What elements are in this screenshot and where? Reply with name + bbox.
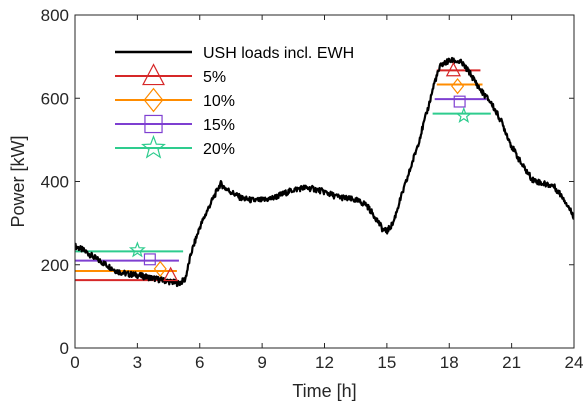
x-tick-label: 12 [315, 353, 334, 372]
y-tick-label: 400 [41, 173, 69, 192]
y-tick-label: 200 [41, 256, 69, 275]
series-point-20pct [455, 106, 473, 123]
y-tick-label: 0 [60, 339, 69, 358]
legend-marker-star [141, 134, 166, 159]
x-tick-label: 24 [565, 353, 584, 372]
legend-label: 10% [203, 93, 235, 110]
legend-label: USH loads incl. EWH [203, 45, 354, 62]
y-tick-label: 600 [41, 89, 69, 108]
series-point-15pct [143, 253, 156, 266]
x-tick-label: 3 [133, 353, 142, 372]
series-layer [75, 56, 574, 288]
legend-label: 15% [203, 117, 235, 134]
x-tick-label: 21 [502, 353, 521, 372]
marker-layer [128, 61, 473, 282]
series-point-5pct [445, 61, 461, 77]
y-axis-label: Power [kW] [8, 135, 28, 227]
series-point-10pct [451, 78, 465, 95]
x-tick-label: 6 [195, 353, 204, 372]
legend-marker-diamond [143, 87, 164, 113]
legend-label: 5% [203, 69, 226, 86]
legend-marker-square [144, 114, 163, 134]
x-tick-label: 15 [377, 353, 396, 372]
series-point-20pct [128, 241, 146, 258]
legend: USH loads incl. EWH 5% 10% 15% 20% [115, 45, 354, 159]
x-axis: 0 3 6 9 12 15 18 21 24 [70, 15, 583, 372]
y-axis: 0 200 400 600 800 [41, 6, 574, 358]
series-point-15pct [453, 95, 466, 108]
legend-marker-triangle [142, 63, 165, 86]
series-point-5pct [163, 266, 179, 282]
series-point-10pct [153, 260, 167, 278]
y-tick-label: 800 [41, 6, 69, 25]
plot-frame [74, 14, 575, 349]
series-line-ush-loads [75, 56, 574, 288]
x-axis-label: Time [h] [292, 381, 356, 401]
x-tick-label: 9 [257, 353, 266, 372]
legend-label: 20% [203, 141, 235, 158]
x-tick-label: 0 [70, 353, 79, 372]
x-tick-label: 18 [440, 353, 459, 372]
